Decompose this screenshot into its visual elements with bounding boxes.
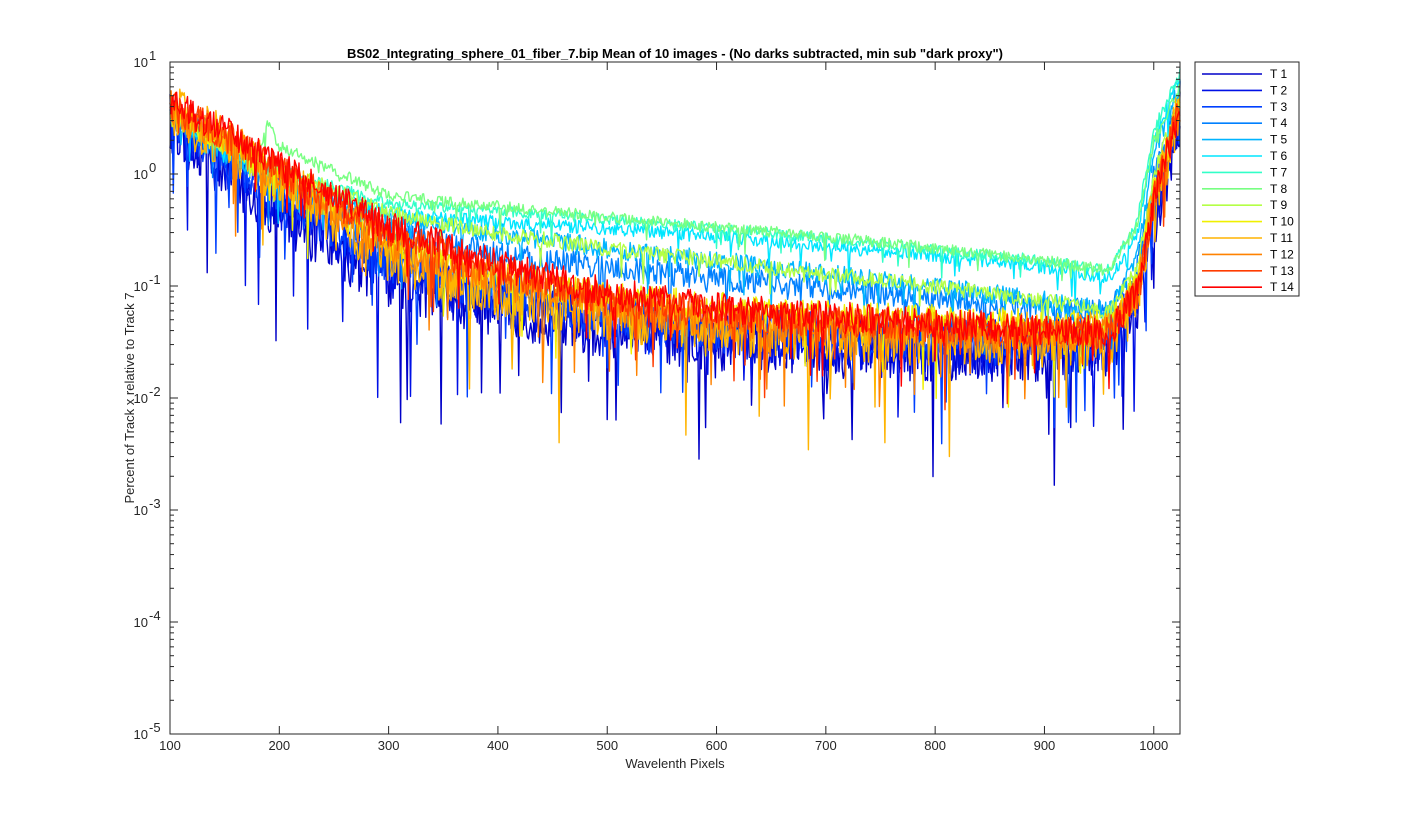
legend: T 1 T 2 T 3 T 4 T 5 T 6 T 7 T 8 T 9 T 10 T 11 T 12 T…	[1194, 61, 1300, 297]
y-tick-exponent: -5	[149, 720, 161, 735]
y-tick-label: 10	[134, 503, 148, 518]
x-tick-label: 900	[1034, 738, 1056, 753]
legend-label: T 4	[1270, 116, 1287, 130]
y-tick-exponent: 1	[149, 48, 156, 63]
y-tick-label: 10	[134, 727, 148, 742]
legend-label: T 14	[1270, 280, 1294, 294]
y-axis-label: Percent of Track x relative to Track 7	[122, 293, 137, 504]
x-tick-label: 100	[159, 738, 181, 753]
y-tick-label: 10	[134, 55, 148, 70]
legend-label: T 12	[1270, 247, 1294, 261]
chart-title: BS02_Integrating_sphere_01_fiber_7.bip M…	[347, 46, 1003, 61]
legend-label: T 1	[1270, 67, 1287, 81]
legend-label: T 6	[1270, 149, 1287, 163]
legend-label: T 2	[1270, 83, 1287, 97]
y-tick-exponent: -3	[149, 496, 161, 511]
y-tick-label: 10	[134, 167, 148, 182]
y-tick-exponent: 0	[149, 160, 156, 175]
legend-label: T 10	[1270, 215, 1294, 229]
x-tick-label: 400	[487, 738, 509, 753]
x-tick-label: 600	[706, 738, 728, 753]
x-axis-label: Wavelenth Pixels	[625, 756, 725, 771]
legend-label: T 5	[1270, 133, 1287, 147]
y-tick-label: 10	[134, 391, 148, 406]
y-tick-label: 10	[134, 615, 148, 630]
x-tick-label: 800	[924, 738, 946, 753]
legend-label: T 11	[1270, 231, 1293, 245]
x-tick-label: 700	[815, 738, 837, 753]
legend-label: T 3	[1270, 100, 1287, 114]
legend-label: T 8	[1270, 182, 1287, 196]
x-tick-label: 300	[378, 738, 400, 753]
series-line-9	[169, 91, 1181, 335]
series-layer	[169, 68, 1181, 486]
series-line-14	[169, 91, 1181, 390]
legend-label: T 9	[1270, 198, 1287, 212]
legend-label: T 13	[1270, 264, 1294, 278]
y-tick-exponent: -4	[149, 608, 161, 623]
x-tick-label: 500	[596, 738, 618, 753]
legend-box	[1194, 61, 1300, 297]
series-line-1	[169, 100, 1181, 486]
y-tick-exponent: -2	[149, 384, 161, 399]
series-line-8	[169, 83, 1181, 282]
legend-label: T 7	[1270, 165, 1287, 179]
y-tick-exponent: -1	[149, 272, 161, 287]
series-line-12	[169, 90, 1181, 408]
y-tick-label: 10	[134, 279, 148, 294]
x-tick-label: 1000	[1139, 738, 1168, 753]
x-tick-label: 200	[268, 738, 290, 753]
